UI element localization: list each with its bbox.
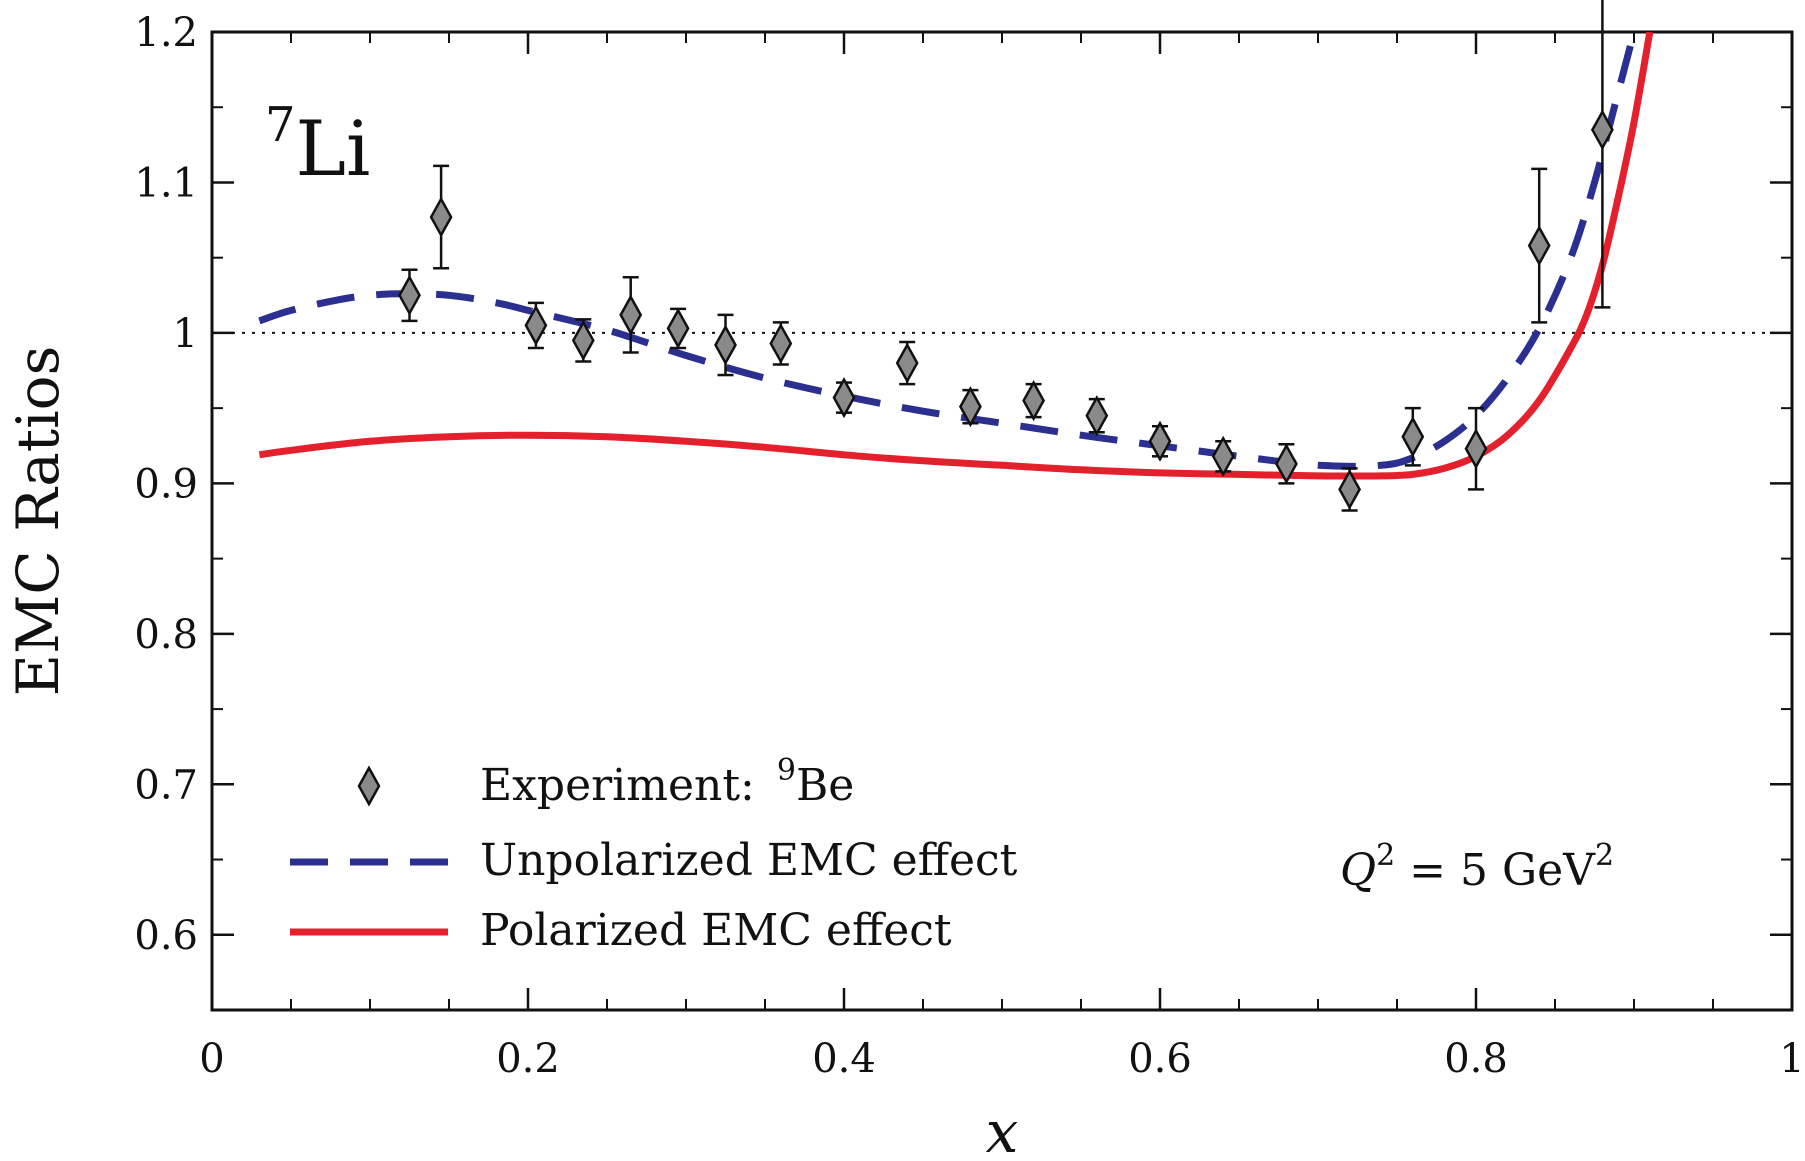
y-tick-label: 0.8 bbox=[134, 612, 198, 658]
experiment-point bbox=[524, 301, 548, 350]
diamond-marker bbox=[666, 307, 690, 349]
gev-exponent: 2 bbox=[1595, 838, 1614, 873]
legend-experiment-marker bbox=[357, 765, 381, 807]
unpolarized-emc-curve bbox=[258, 32, 1638, 470]
x-tick-label: 0.8 bbox=[1444, 1036, 1508, 1082]
axis-ticks: 0 0.2 0.4 0.6 0.8 1 0.6 0.7 0.8 0.9 1 1.1 1.2 bbox=[134, 10, 1804, 1082]
diamond-marker bbox=[429, 196, 453, 238]
diamond-marker bbox=[714, 324, 737, 366]
legend: Experiment: 9Be Unpolarized EMC effect Po… bbox=[290, 753, 1018, 956]
x-tick-label: 0 bbox=[199, 1036, 224, 1082]
diamond-marker bbox=[895, 342, 919, 384]
polarized-emc-curve bbox=[258, 32, 1654, 480]
legend-experiment-text: Experiment: bbox=[480, 760, 755, 811]
diamond-marker bbox=[1148, 420, 1172, 462]
y-tick-label: 0.9 bbox=[134, 461, 198, 507]
diamond-marker bbox=[571, 319, 595, 362]
q-value: = 5 GeV bbox=[1395, 845, 1596, 896]
y-axis-title: EMC Ratios bbox=[4, 346, 72, 697]
q-symbol: Q bbox=[1340, 845, 1376, 896]
diamond-marker bbox=[1464, 428, 1488, 470]
experiment-point bbox=[571, 318, 595, 363]
diamond-marker bbox=[1527, 225, 1551, 267]
nucleus-mass-number: 7 bbox=[265, 97, 296, 153]
diamond-marker bbox=[769, 322, 793, 365]
experiment-point bbox=[895, 340, 919, 386]
diamond-marker bbox=[1338, 468, 1362, 510]
diamond-marker bbox=[524, 304, 548, 346]
y-tick-label: 0.7 bbox=[134, 762, 198, 808]
experiment-point bbox=[429, 164, 453, 270]
experiment-point bbox=[1527, 167, 1551, 324]
diamond-marker bbox=[832, 377, 856, 419]
diamond-marker bbox=[958, 386, 982, 428]
experiment-point bbox=[1274, 443, 1298, 485]
diamond-marker bbox=[1590, 109, 1614, 151]
diamond-marker bbox=[398, 274, 421, 316]
x-tick-label: 0.6 bbox=[1128, 1036, 1192, 1082]
legend-unpolarized-label: Unpolarized EMC effect bbox=[480, 835, 1018, 886]
experiment-point bbox=[1590, 0, 1614, 309]
legend-experiment-mass: 9 bbox=[777, 753, 796, 788]
experiment-point bbox=[1085, 395, 1109, 437]
diamond-marker bbox=[1022, 380, 1046, 422]
nucleus-symbol: Li bbox=[296, 104, 371, 193]
experiment-point bbox=[832, 377, 856, 419]
experiment-point bbox=[958, 386, 982, 428]
y-tick-label: 0.6 bbox=[134, 913, 198, 959]
experiment-point bbox=[714, 313, 737, 377]
experiment-point bbox=[666, 307, 690, 350]
experiment-point bbox=[769, 321, 793, 366]
experiment-point bbox=[1401, 406, 1425, 467]
experiment-point bbox=[1022, 380, 1046, 422]
x-axis-title: x bbox=[986, 1098, 1019, 1161]
diamond-marker bbox=[1211, 435, 1235, 477]
diamond-marker bbox=[1401, 416, 1425, 458]
experiment-point bbox=[1148, 420, 1172, 462]
x-tick-label: 0.2 bbox=[496, 1036, 560, 1082]
experiment-point bbox=[398, 268, 421, 323]
diamond-marker bbox=[619, 294, 643, 336]
experiment-point bbox=[1211, 435, 1235, 477]
experiment-point bbox=[619, 276, 643, 354]
experiment-point bbox=[1338, 467, 1362, 512]
legend-polarized-label: Polarized EMC effect bbox=[480, 905, 952, 956]
diamond-marker bbox=[1085, 395, 1109, 437]
x-tick-label: 1 bbox=[1779, 1036, 1804, 1082]
legend-diamond-marker bbox=[357, 765, 381, 807]
experiment-point bbox=[1464, 406, 1488, 491]
nucleus-label: 7Li bbox=[265, 97, 370, 193]
legend-experiment-symbol: Be bbox=[796, 760, 854, 811]
y-tick-label: 1 bbox=[173, 311, 198, 357]
experiment-points bbox=[398, 0, 1614, 512]
diamond-marker bbox=[1274, 443, 1298, 485]
x-tick-label: 0.4 bbox=[812, 1036, 876, 1082]
q-squared-annotation: Q2 = 5 GeV2 bbox=[1340, 838, 1614, 896]
y-tick-label: 1.2 bbox=[134, 10, 198, 56]
q-exponent: 2 bbox=[1376, 838, 1395, 873]
y-tick-label: 1.1 bbox=[134, 160, 198, 206]
legend-experiment-label: Experiment: 9Be bbox=[480, 753, 854, 811]
